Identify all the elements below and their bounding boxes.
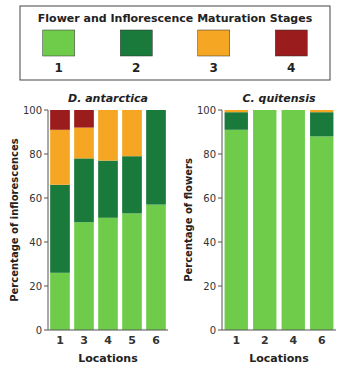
chart-title: D. antarctica <box>68 92 148 105</box>
bar-segment <box>98 218 118 330</box>
y-tick <box>44 154 48 155</box>
bar-segment <box>50 130 70 185</box>
y-tick <box>44 198 48 199</box>
y-axis-line <box>222 110 223 330</box>
y-tick <box>218 198 222 199</box>
y-tick-label: 0 <box>210 325 216 336</box>
bar-segment <box>122 110 142 111</box>
bar-segment <box>74 222 94 330</box>
legend-title: Flower and Inflorescence Maturation Stag… <box>38 12 313 25</box>
bar-segment <box>74 158 94 222</box>
bar-segment <box>146 110 166 111</box>
bar-segment <box>253 110 276 111</box>
y-tick-label: 100 <box>23 105 42 116</box>
x-tick-label: 1 <box>56 334 64 347</box>
bar-segment <box>310 112 333 136</box>
bar-segment <box>74 110 94 128</box>
bar-segment <box>98 161 118 218</box>
legend: Flower and Inflorescence Maturation Stag… <box>20 6 330 80</box>
bar-segment <box>122 156 142 213</box>
y-tick-label: 80 <box>29 149 42 160</box>
bar-segment <box>282 110 305 111</box>
y-tick-label: 20 <box>203 281 216 292</box>
y-tick <box>218 286 222 287</box>
bar-segment <box>98 110 118 111</box>
x-tick-label: 1 <box>232 334 240 347</box>
y-axis-label: Percentage of inflorescences <box>9 138 20 302</box>
chart-title: C. quitensis <box>243 92 316 105</box>
x-axis-label: Locations <box>78 352 138 365</box>
bar-segment <box>225 110 248 111</box>
x-axis-line <box>222 330 336 331</box>
legend-swatch <box>275 30 307 56</box>
bar-segment <box>253 110 276 330</box>
y-tick-label: 60 <box>203 193 216 204</box>
bar-segment <box>225 130 248 330</box>
x-tick-label: 4 <box>289 334 297 347</box>
bar-segment <box>310 136 333 330</box>
bar-segment <box>50 110 70 130</box>
bar-segment <box>146 110 166 111</box>
legend-label: 2 <box>132 61 140 75</box>
x-tick-label: 3 <box>80 334 88 347</box>
bar-segment <box>50 273 70 330</box>
bar-segment <box>282 110 305 111</box>
legend-swatch <box>43 30 75 56</box>
y-tick <box>44 286 48 287</box>
x-tick-label: 6 <box>152 334 160 347</box>
x-axis-line <box>48 330 168 331</box>
bar-segment <box>310 110 333 112</box>
bar-segment <box>225 112 248 130</box>
legend-label: 1 <box>55 61 63 75</box>
y-tick <box>44 330 48 331</box>
plot: 0 20 40 60 80 100 1 3 4 5 6 Locations Percentage of … <box>9 92 168 365</box>
bar-segment <box>122 213 142 330</box>
legend-frame <box>20 6 330 80</box>
y-tick-label: 60 <box>29 193 42 204</box>
bar-segment <box>253 110 276 111</box>
bar-segment <box>50 185 70 273</box>
legend-swatch <box>198 30 230 56</box>
bars <box>50 110 166 330</box>
x-tick-label: 5 <box>128 334 136 347</box>
bar-segment <box>225 110 248 112</box>
bar-segment <box>310 110 333 111</box>
legend-label: 3 <box>210 61 218 75</box>
plot: 0 20 40 60 80 100 1 2 4 6 Locations Percentage of f… <box>183 92 336 365</box>
x-tick-label: 4 <box>104 334 112 347</box>
bars <box>225 110 334 330</box>
x-axis-label: Locations <box>249 352 309 365</box>
bar-segment <box>146 205 166 330</box>
y-tick-label: 80 <box>203 149 216 160</box>
y-tick <box>218 110 222 111</box>
x-tick-label: 2 <box>261 334 269 347</box>
bar-segment <box>282 110 305 111</box>
chart: Flower and Inflorescence Maturation Stag… <box>0 0 350 384</box>
bar-segment <box>146 110 166 205</box>
y-axis-line <box>48 110 49 330</box>
y-tick <box>218 154 222 155</box>
bar-segment <box>253 110 276 111</box>
x-tick-label: 6 <box>318 334 326 347</box>
bar-segment <box>282 110 305 330</box>
y-tick-label: 40 <box>203 237 216 248</box>
y-tick <box>44 110 48 111</box>
y-tick <box>44 242 48 243</box>
y-tick-label: 0 <box>36 325 42 336</box>
y-axis-label: Percentage of flowers <box>183 158 194 282</box>
legend-label: 4 <box>287 61 295 75</box>
bar-segment <box>122 110 142 156</box>
bar-segment <box>74 128 94 159</box>
legend-swatch <box>120 30 152 56</box>
bar-segment <box>98 110 118 161</box>
y-tick <box>218 242 222 243</box>
y-tick-label: 100 <box>197 105 216 116</box>
y-tick-label: 20 <box>29 281 42 292</box>
y-tick-label: 40 <box>29 237 42 248</box>
y-tick <box>218 330 222 331</box>
